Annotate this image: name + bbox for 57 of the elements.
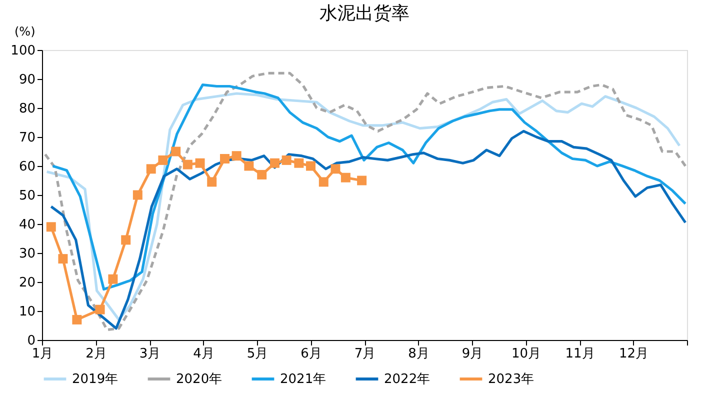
y-tick-label: 20: [18, 276, 36, 290]
point: [330, 164, 340, 174]
point: [306, 161, 316, 171]
x-tick-label: 6月: [300, 346, 322, 362]
point: [257, 170, 267, 180]
x-tick-label: 12月: [618, 346, 649, 362]
x-tick-label: 11月: [565, 346, 595, 362]
x-tick-label: 1月: [32, 346, 54, 362]
point: [158, 155, 168, 165]
y-tick-label: 10: [18, 304, 36, 320]
point: [58, 254, 68, 264]
y-tick-label: 50: [18, 188, 36, 204]
y-tick-label: 90: [18, 72, 36, 88]
point: [46, 222, 56, 232]
y-tick-label: 30: [18, 246, 36, 262]
y-tick-label: 80: [18, 102, 36, 116]
x-tick-label: 9月: [462, 346, 484, 362]
legend-label: 2019年: [72, 372, 118, 387]
point: [195, 158, 205, 168]
line-series: [50, 130, 687, 330]
legend-label: 2021年: [280, 372, 326, 387]
x-tick-label: 8月: [408, 346, 430, 362]
legend-label: 2022年: [384, 372, 430, 387]
x-tick-label: 10月: [511, 346, 542, 362]
point: [72, 314, 82, 324]
point: [132, 190, 142, 200]
chart-title: 水泥出货率: [320, 3, 410, 24]
x-tick-label: 3月: [139, 346, 161, 362]
point: [357, 176, 367, 186]
point: [207, 177, 217, 187]
x-tick-label: 2月: [86, 346, 107, 362]
point: [171, 146, 181, 156]
y-tick-label: 40: [18, 218, 36, 232]
legend-label: 2020年: [176, 372, 222, 387]
point: [121, 235, 131, 245]
point: [95, 304, 105, 314]
point: [220, 154, 230, 164]
point: [340, 172, 350, 182]
y-tick-label: 70: [18, 130, 36, 146]
x-tick-label: 4月: [193, 346, 214, 362]
x-tick-label: 7月: [354, 346, 376, 362]
y-tick-label: 100: [10, 44, 36, 58]
point: [318, 177, 328, 187]
point: [146, 164, 156, 174]
y-tick-label: 0: [27, 334, 36, 348]
point: [182, 160, 192, 170]
y-axis-title: (%): [14, 24, 36, 38]
y-tick-label: 60: [18, 160, 36, 174]
point: [108, 274, 118, 284]
point: [232, 151, 242, 161]
x-tick-label: 5月: [246, 346, 268, 362]
point: [270, 158, 280, 168]
point: [244, 161, 254, 171]
legend-label: 2023年: [488, 372, 534, 387]
point: [282, 155, 292, 165]
point: [294, 158, 304, 168]
line-series: [51, 84, 687, 291]
